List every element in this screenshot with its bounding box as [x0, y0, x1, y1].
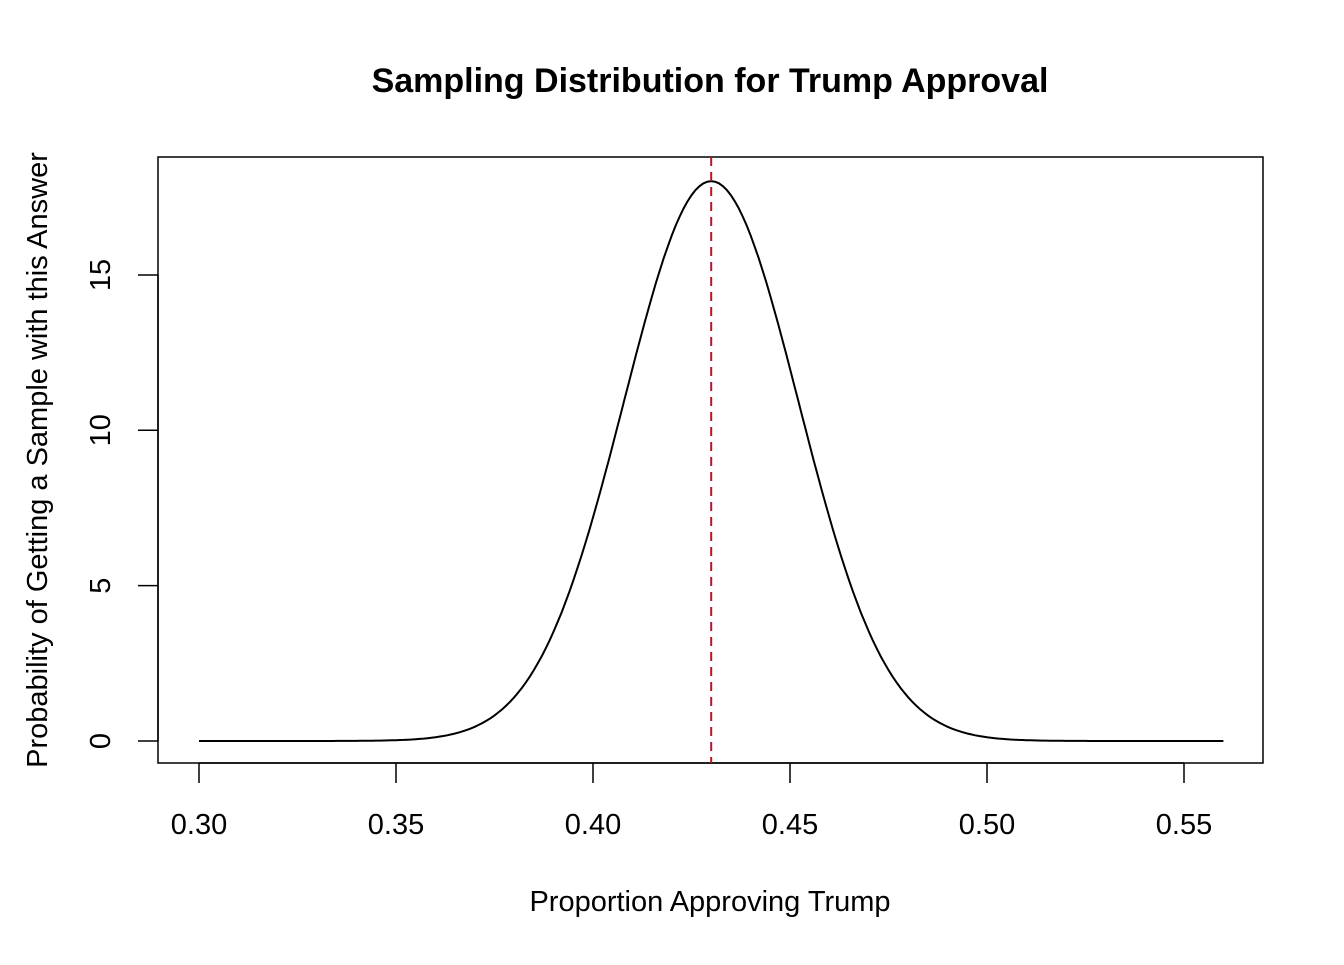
x-tick-label: 0.45	[762, 809, 818, 841]
y-tick-label: 10	[85, 414, 117, 446]
x-axis: 0.30 0.35 0.40 0.45 0.50 0.55	[171, 762, 1212, 841]
x-tick-label: 0.30	[171, 809, 227, 841]
x-tick-label: 0.40	[565, 809, 621, 841]
y-tick-label: 5	[85, 578, 117, 594]
x-tick-label: 0.35	[368, 809, 424, 841]
x-axis-label: Proportion Approving Trump	[529, 886, 890, 918]
y-axis-label: Probability of Getting a Sample with thi…	[22, 152, 54, 768]
y-tick-label: 0	[85, 733, 117, 749]
chart-title: Sampling Distribution for Trump Approval	[372, 62, 1049, 100]
y-axis: 0 5 10 15	[85, 259, 159, 749]
y-tick-label: 15	[85, 259, 117, 291]
x-tick-label: 0.55	[1156, 809, 1212, 841]
x-tick-label: 0.50	[959, 809, 1015, 841]
density-curve	[199, 180, 1224, 742]
